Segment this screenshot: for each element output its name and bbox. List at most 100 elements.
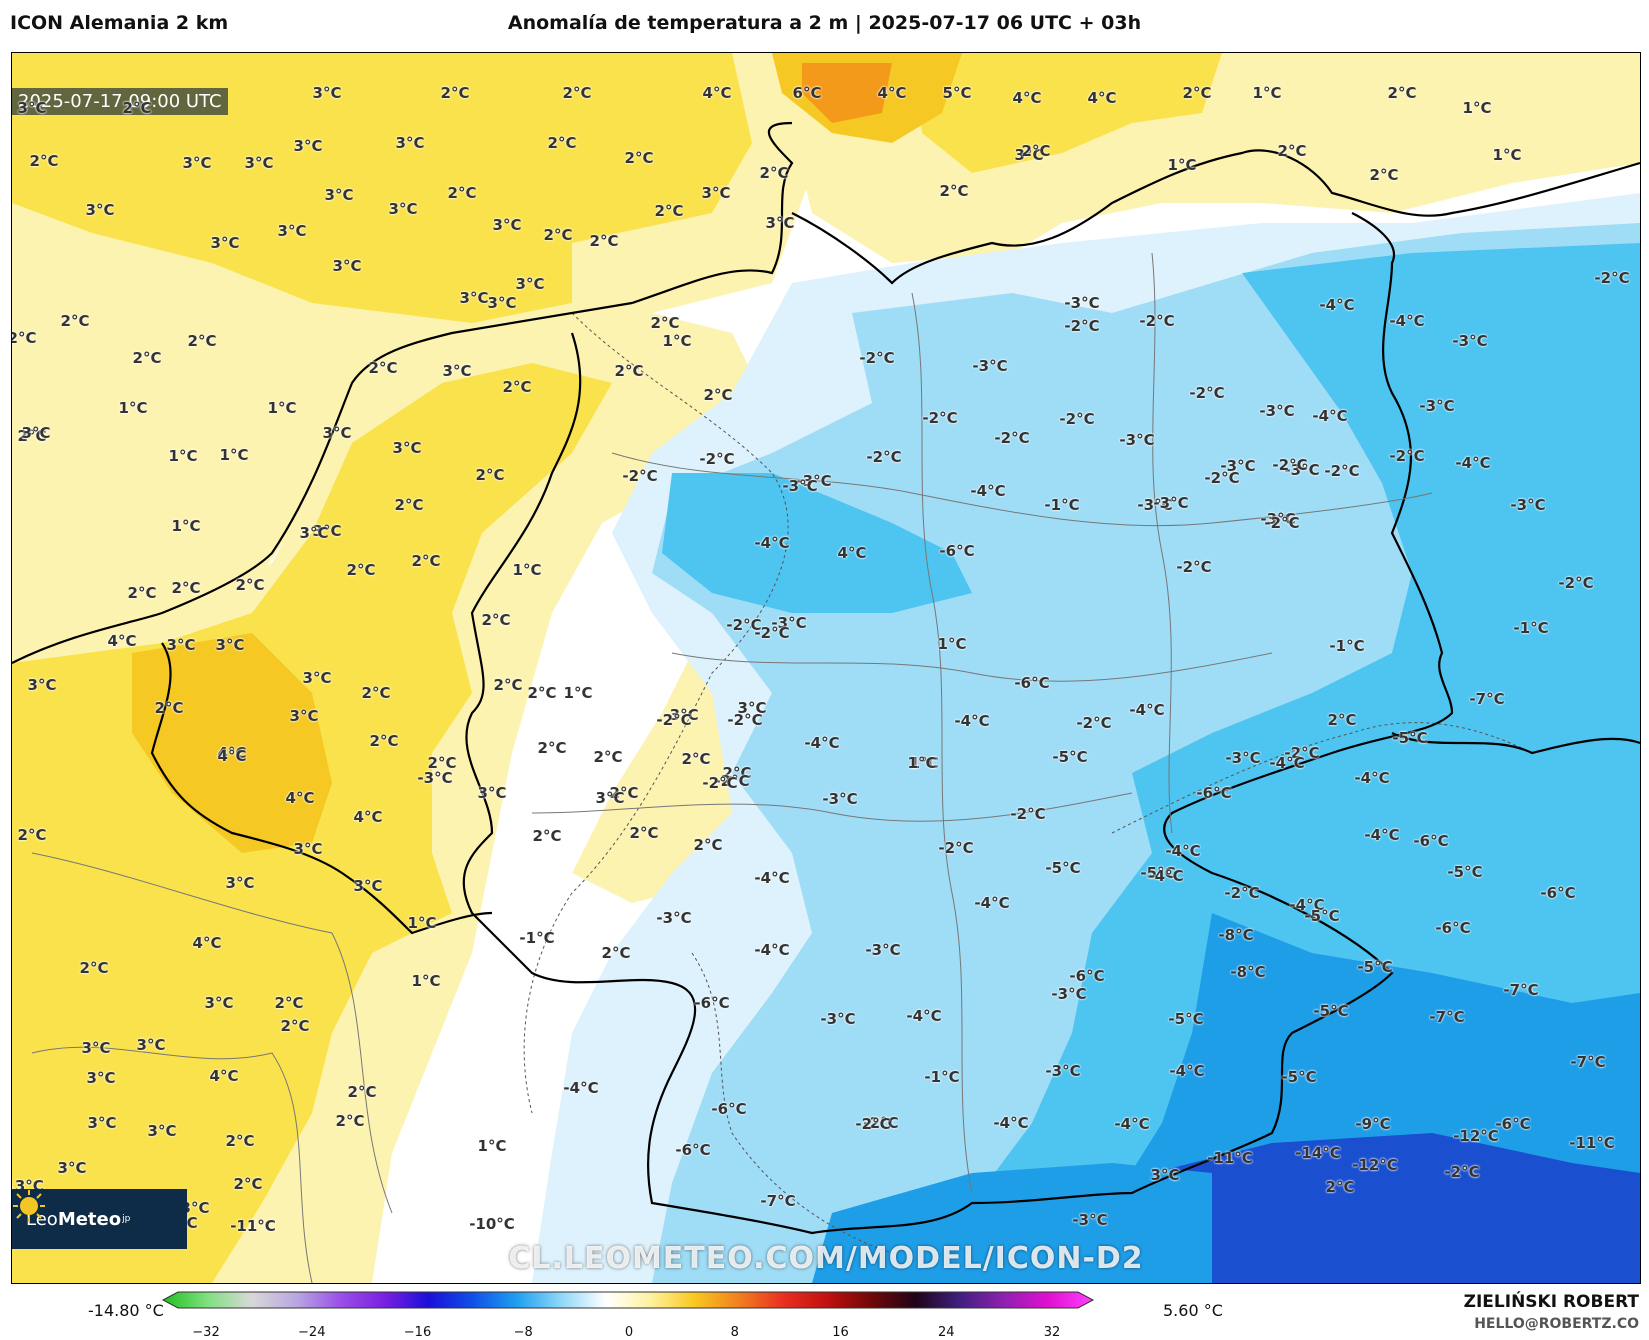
- temperature-label: 2°C: [122, 99, 152, 117]
- temperature-label: 2°C: [1325, 1178, 1355, 1196]
- temperature-label: -4°C: [970, 482, 1006, 500]
- temperature-label: 3°C: [324, 186, 354, 204]
- sun-icon: [13, 1190, 45, 1222]
- temperature-label: 2°C: [17, 427, 47, 445]
- temperature-label: -4°C: [1389, 312, 1425, 330]
- temperature-label: -4°C: [754, 941, 790, 959]
- temperature-label: 2°C: [593, 748, 623, 766]
- temperature-label: 3°C: [737, 699, 767, 717]
- temperature-label: -2°C: [1064, 317, 1100, 335]
- temperature-label: -1°C: [924, 1068, 960, 1086]
- temperature-label: -2°C: [1204, 469, 1240, 487]
- temperature-label: -3°C: [796, 472, 832, 490]
- temperature-label: 3°C: [244, 154, 274, 172]
- temperature-label: -4°C: [1312, 407, 1348, 425]
- temperature-label: -3°C: [1072, 1211, 1108, 1229]
- temperature-label: 3°C: [86, 1069, 116, 1087]
- temperature-label: -2°C: [855, 1115, 891, 1133]
- temperature-label: -7°C: [1503, 981, 1539, 999]
- temperature-label: 3°C: [353, 877, 383, 895]
- temperature-label: 3°C: [147, 1122, 177, 1140]
- temperature-label: -5°C: [1045, 859, 1081, 877]
- temperature-label: -3°C: [1225, 749, 1261, 767]
- temperature-label: 1°C: [168, 447, 198, 465]
- temperature-label: 2°C: [1277, 142, 1307, 160]
- temperature-label: 3°C: [180, 1199, 210, 1217]
- colorbar-tick-label: −32: [192, 1325, 220, 1340]
- temperature-label: -3°C: [820, 1010, 856, 1028]
- temperature-label: -6°C: [1069, 967, 1105, 985]
- temperature-label: -3°C: [972, 357, 1008, 375]
- temperature-label: -2°C: [656, 711, 692, 729]
- temperature-label: -12°C: [1352, 1156, 1398, 1174]
- temperature-label: 3°C: [293, 840, 323, 858]
- temperature-label: 3°C: [299, 524, 329, 542]
- temperature-label: 2°C: [493, 676, 523, 694]
- temperature-label: -4°C: [1354, 769, 1390, 787]
- temperature-label: -2°C: [1284, 744, 1320, 762]
- leometeo-logo[interactable]: LeoMeteo jp: [12, 1189, 187, 1249]
- chart-title: Anomalía de temperatura a 2 m | 2025-07-…: [507, 12, 1142, 34]
- temperature-label: 3°C: [166, 636, 196, 654]
- temperature-label: 3°C: [277, 222, 307, 240]
- temperature-label: 3°C: [136, 1036, 166, 1054]
- temperature-label: 3°C: [477, 784, 507, 802]
- temperature-label: 1°C: [563, 684, 593, 702]
- temperature-label: 2°C: [532, 827, 562, 845]
- temperature-label: -10°C: [469, 1215, 515, 1233]
- temperature-label: 2°C: [722, 764, 752, 782]
- temperature-label: -4°C: [1319, 296, 1355, 314]
- temperature-label: 1°C: [1462, 99, 1492, 117]
- temperature-label: -1°C: [1513, 619, 1549, 637]
- temperature-label: -3°C: [1051, 985, 1087, 1003]
- isolines: [523, 312, 1533, 1254]
- temperature-label: -2°C: [866, 448, 902, 466]
- temperature-label: 2°C: [654, 202, 684, 220]
- temperature-label: 2°C: [127, 584, 157, 602]
- temperature-label: -3°C: [1259, 402, 1295, 420]
- temperature-label: 1°C: [1252, 84, 1282, 102]
- temperature-label: 3°C: [322, 424, 352, 442]
- temperature-label: 3°C: [27, 676, 57, 694]
- temperature-label: -5°C: [1140, 864, 1176, 882]
- temperature-label: -3°C: [771, 614, 807, 632]
- temperature-label: 2°C: [759, 164, 789, 182]
- temperature-label: -1°C: [519, 929, 555, 947]
- colorbar-tick-label: 32: [1043, 1325, 1061, 1340]
- temperature-label: 1°C: [1167, 156, 1197, 174]
- temperature-label: 1°C: [219, 446, 249, 464]
- temperature-label: 4°C: [1012, 89, 1042, 107]
- temperature-label: 2°C: [154, 699, 184, 717]
- temperature-label: -2°C: [1558, 574, 1594, 592]
- temperature-label: -11°C: [1569, 1134, 1615, 1152]
- temperature-label: 2°C: [235, 576, 265, 594]
- temperature-label: -5°C: [1447, 863, 1483, 881]
- temperature-label: -2°C: [1272, 456, 1308, 474]
- temperature-label: 2°C: [502, 378, 532, 396]
- map-panel[interactable]: 2025-07-17 09:00 UTC 3°C 2°C 3°C 2°C 2°C 4°C 6…: [11, 52, 1641, 1284]
- temperature-label: -2°C: [1444, 1163, 1480, 1181]
- temperature-label: 2°C: [447, 184, 477, 202]
- temperature-label: 4°C: [209, 1067, 239, 1085]
- temperature-label: 1°C: [909, 754, 939, 772]
- temperature-label: 3°C: [57, 1159, 87, 1177]
- temperature-label: -5°C: [1304, 907, 1340, 925]
- temperature-label: 2°C: [233, 1175, 263, 1193]
- temperature-label: -4°C: [974, 894, 1010, 912]
- temperature-label: -4°C: [754, 869, 790, 887]
- temperature-label: -3°C: [417, 769, 453, 787]
- temperature-label: -3°C: [865, 941, 901, 959]
- temperature-label: 2°C: [187, 332, 217, 350]
- temperature-label: -6°C: [1014, 674, 1050, 692]
- temperature-label: 2°C: [17, 826, 47, 844]
- colorbar-tick-label: −16: [403, 1325, 432, 1340]
- temperature-label: 2°C: [60, 312, 90, 330]
- temperature-label: 3°C: [182, 154, 212, 172]
- author-email: HELLO@ROBERTZ.CO: [1474, 1316, 1639, 1332]
- temperature-label: 2°C: [29, 152, 59, 170]
- temperature-label: -6°C: [1540, 884, 1576, 902]
- temperature-label: -6°C: [694, 994, 730, 1012]
- temperature-label: -3°C: [822, 790, 858, 808]
- temperature-label: 3°C: [225, 874, 255, 892]
- colorbar-tick-label: 16: [832, 1325, 849, 1340]
